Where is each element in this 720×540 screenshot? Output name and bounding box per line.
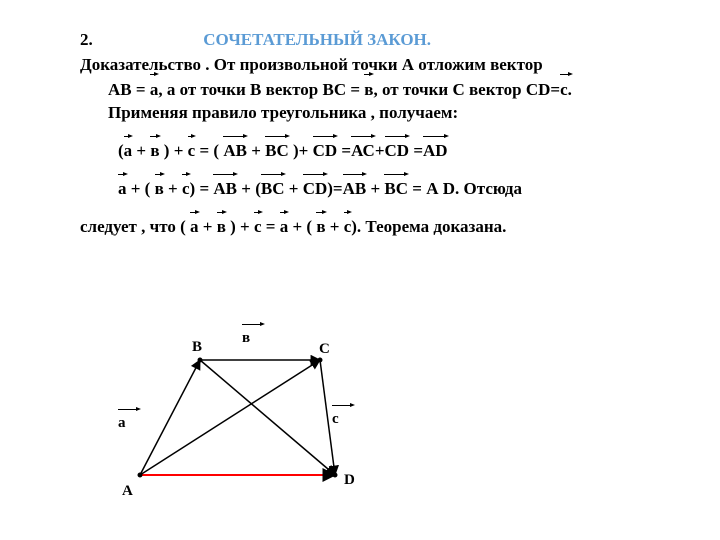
- problem-number: 2.: [80, 30, 93, 49]
- point-a-label: A: [122, 483, 133, 500]
- proof-line-b: АВ = а , а от точки В вектор ВС = в , от…: [80, 80, 572, 99]
- point-c-label: C: [319, 341, 330, 358]
- figure-svg: [120, 325, 380, 515]
- equation-1: (а + в ) + с = ( АВ + ВС )+ CD =АС+СD =А…: [80, 139, 670, 161]
- equation-2: а + ( в + с) = АВ + (ВС + CD)=АВ + ВС = …: [80, 177, 670, 199]
- proof-text: Доказательство . От произвольной точки А…: [80, 54, 670, 125]
- vector-b-label: в: [242, 330, 250, 347]
- proof-line-a: Доказательство . От произвольной точки А…: [80, 55, 543, 74]
- vec-c: с.: [560, 77, 572, 102]
- header-line: 2. СОЧЕТАТЕЛЬНЫЙ ЗАКОН.: [80, 30, 670, 50]
- vector-c-label: с: [332, 411, 339, 428]
- vec-b: в: [364, 77, 373, 102]
- point-b-label: B: [192, 339, 202, 356]
- slide-title: СОЧЕТАТЕЛЬНЫЙ ЗАКОН.: [203, 30, 431, 49]
- vector-a-label: а: [118, 415, 126, 432]
- point-d-label: D: [344, 472, 355, 489]
- proof-line-c: Применяя правило треугольника , получаем…: [80, 103, 458, 122]
- slide-page: 2. СОЧЕТАТЕЛЬНЫЙ ЗАКОН. Доказательство .…: [0, 0, 720, 540]
- vector-figure: A B C D а в с: [120, 325, 380, 515]
- vec-a: а: [150, 77, 159, 102]
- conclusion-line: следует , что ( а + в ) + с = а + ( в + …: [80, 215, 670, 237]
